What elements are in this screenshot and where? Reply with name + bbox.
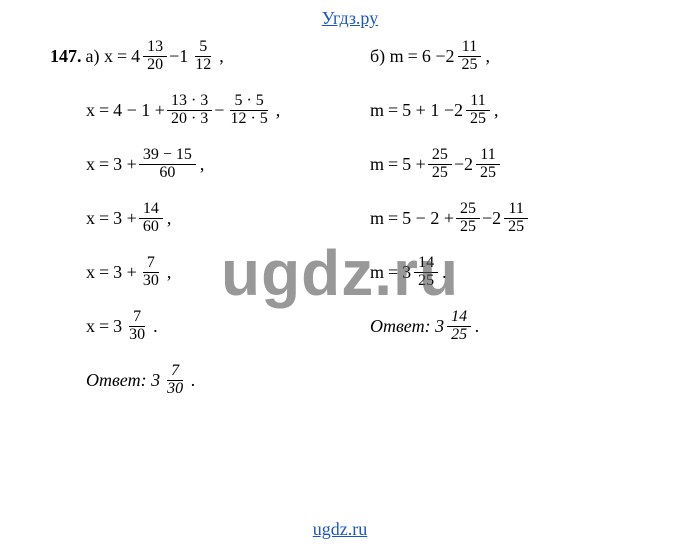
- line-a-5: x = 3 + 730 ,: [50, 251, 330, 293]
- equals: =: [388, 100, 398, 121]
- equation: x = 4 1320 − 1 512: [104, 39, 217, 74]
- line-a-6: x = 3 730 .: [50, 305, 330, 347]
- fraction: 13 · 320 · 3: [167, 93, 212, 128]
- fraction: 1425: [414, 255, 438, 290]
- op: −: [482, 208, 492, 229]
- equals: =: [99, 208, 109, 229]
- line-b-1: б) m = 6 − 2 1125 ,: [370, 35, 650, 77]
- var: x: [86, 100, 95, 121]
- math-text: 3 +: [113, 208, 137, 229]
- fraction: 730: [139, 255, 163, 290]
- math-text: 5 − 2 +: [402, 208, 454, 229]
- line-a-1: 147. а) x = 4 1320 − 1 512 ,: [50, 35, 330, 77]
- answer-label: Ответ:: [370, 316, 431, 337]
- top-site-link[interactable]: Угдз.ру: [322, 8, 378, 28]
- var: m: [390, 46, 404, 67]
- punct: .: [442, 262, 447, 283]
- mixed-number: 2 1125: [454, 93, 492, 128]
- math-text: 6 −: [422, 46, 446, 67]
- punct: ,: [167, 262, 172, 283]
- columns: 147. а) x = 4 1320 − 1 512 ,: [50, 35, 650, 401]
- punct: ,: [485, 46, 490, 67]
- fraction: 2525: [428, 147, 452, 182]
- fraction: 5 · 512 · 5: [226, 93, 271, 128]
- var: m: [370, 100, 384, 121]
- fraction: 730: [163, 363, 187, 398]
- fraction: 2525: [456, 201, 480, 236]
- var: m: [370, 262, 384, 283]
- equals: =: [99, 316, 109, 337]
- mixed-number: 3 730: [151, 363, 189, 398]
- op: −: [454, 154, 464, 175]
- math-text: 4 − 1 +: [113, 100, 165, 121]
- line-a-4: x = 3 + 1460 ,: [50, 197, 330, 239]
- mixed-number: 2 1125: [492, 201, 530, 236]
- top-site-link-container: Угдз.ру: [50, 8, 650, 29]
- answer-b: Ответ: 3 1425 .: [370, 305, 650, 347]
- var: x: [86, 262, 95, 283]
- punct: ,: [200, 154, 205, 175]
- var: m: [370, 154, 384, 175]
- part-b-label: б): [370, 46, 385, 67]
- fraction: 1125: [504, 201, 528, 236]
- line-a-3: x = 3 + 39 − 1560 ,: [50, 143, 330, 185]
- op: −: [169, 46, 179, 67]
- column-b: б) m = 6 − 2 1125 , m = 5 + 1 − 2 1125: [370, 35, 650, 401]
- part-a-label: а): [86, 46, 100, 67]
- equals: =: [117, 46, 127, 67]
- var: m: [370, 208, 384, 229]
- equals: =: [99, 262, 109, 283]
- line-b-2: m = 5 + 1 − 2 1125 ,: [370, 89, 650, 131]
- var: x: [104, 46, 113, 67]
- equals: =: [388, 208, 398, 229]
- punct: ,: [219, 46, 224, 67]
- fraction: 1125: [466, 93, 490, 128]
- equals: =: [388, 154, 398, 175]
- fraction: 512: [191, 39, 215, 74]
- equals: =: [408, 46, 418, 67]
- punct: .: [191, 370, 196, 391]
- var: x: [86, 316, 95, 337]
- fraction: 39 − 1560: [139, 147, 196, 182]
- mixed-number: 3 730: [113, 309, 151, 344]
- bottom-site-link[interactable]: ugdz.ru: [313, 519, 367, 539]
- punct: ,: [494, 100, 499, 121]
- answer-a: Ответ: 3 730 .: [50, 359, 330, 401]
- page: Угдз.ру 147. а) x = 4 1320 − 1: [0, 0, 680, 546]
- fraction: 1125: [476, 147, 500, 182]
- fraction: 1425: [447, 309, 471, 344]
- mixed-number: 3 1425: [435, 309, 473, 344]
- line-a-2: x = 4 − 1 + 13 · 320 · 3 − 5 · 512 · 5 ,: [50, 89, 330, 131]
- column-a: 147. а) x = 4 1320 − 1 512 ,: [50, 35, 330, 401]
- problem-number: 147.: [50, 46, 82, 67]
- line-b-4: m = 5 − 2 + 2525 − 2 1125: [370, 197, 650, 239]
- line-b-5: m = 3 1425 .: [370, 251, 650, 293]
- var: x: [86, 208, 95, 229]
- fraction: 730: [125, 309, 149, 344]
- equals: =: [388, 262, 398, 283]
- equals: =: [99, 100, 109, 121]
- punct: .: [153, 316, 158, 337]
- math-text: 5 +: [402, 154, 426, 175]
- mixed-number: 2 1125: [445, 39, 483, 74]
- punct: .: [475, 316, 480, 337]
- answer-label: Ответ:: [86, 370, 147, 391]
- fraction: 1125: [457, 39, 481, 74]
- mixed-number: 1 512: [179, 39, 217, 74]
- mixed-number: 2 1125: [464, 147, 502, 182]
- equals: =: [99, 154, 109, 175]
- fraction: 1460: [139, 201, 163, 236]
- op: −: [214, 100, 224, 121]
- math-text: 3 +: [113, 154, 137, 175]
- math-text: 5 + 1 −: [402, 100, 454, 121]
- mixed-number: 3 1425: [402, 255, 440, 290]
- punct: ,: [167, 208, 172, 229]
- punct: ,: [276, 100, 281, 121]
- fraction: 1320: [143, 39, 167, 74]
- mixed-number: 4 1320: [131, 39, 169, 74]
- math-text: 3 +: [113, 262, 137, 283]
- line-b-3: m = 5 + 2525 − 2 1125: [370, 143, 650, 185]
- bottom-site-link-container: ugdz.ru: [0, 519, 680, 540]
- var: x: [86, 154, 95, 175]
